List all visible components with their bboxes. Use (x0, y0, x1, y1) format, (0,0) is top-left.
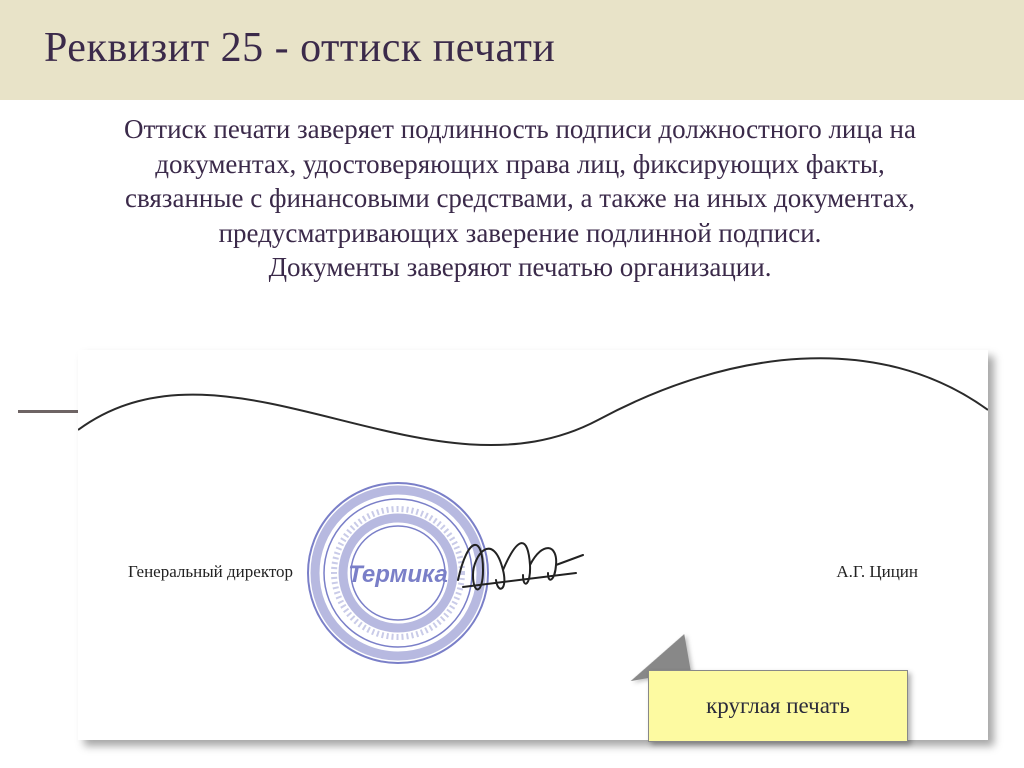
callout-box: круглая печать (648, 670, 908, 742)
callout-label: круглая печать (706, 693, 850, 719)
slide-body: Оттиск печати заверяет подлинность подпи… (120, 112, 920, 285)
person-name: А.Г. Цицин (836, 562, 918, 582)
stamp-center-text: Термика (348, 561, 448, 588)
figure-panel: Генеральный директор А.Г. Цицин Термика (78, 350, 988, 740)
slide: Реквизит 25 - оттиск печати Оттиск печат… (0, 0, 1024, 768)
director-label: Генеральный директор (128, 562, 293, 582)
handwritten-signature-icon (448, 525, 588, 605)
slide-title: Реквизит 25 - оттиск печати (44, 24, 555, 72)
signature-area: Генеральный директор А.Г. Цицин Термика (78, 470, 988, 730)
